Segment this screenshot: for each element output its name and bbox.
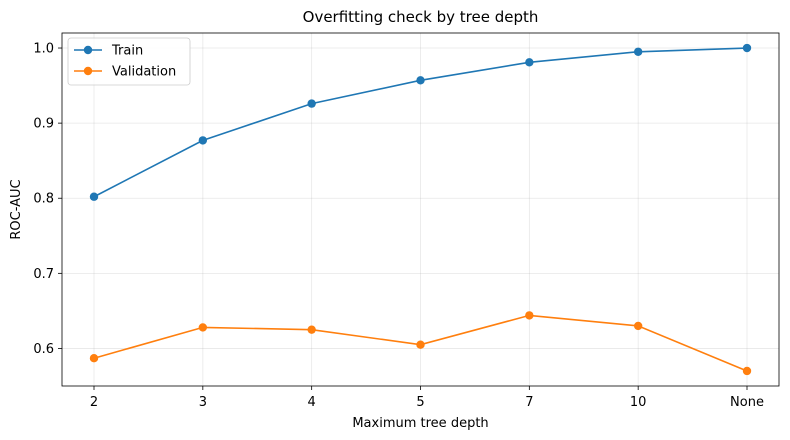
x-tick-label: None bbox=[730, 395, 764, 410]
x-tick-label: 7 bbox=[525, 395, 533, 410]
series-validation-point bbox=[633, 321, 643, 331]
series-train-point bbox=[307, 99, 316, 108]
series-validation-point bbox=[89, 354, 99, 363]
legend-train-marker bbox=[83, 45, 93, 55]
series-train-point bbox=[525, 58, 534, 67]
chart-title: Overfitting check by tree depth bbox=[303, 8, 539, 26]
series-train bbox=[89, 43, 752, 201]
series-validation-point bbox=[742, 366, 752, 376]
grid bbox=[62, 33, 779, 386]
y-tick-label: 0.8 bbox=[33, 192, 54, 207]
x-tick-label: 2 bbox=[90, 395, 98, 410]
x-axis-ticks: 2 3 4 5 7 10 None bbox=[90, 386, 764, 410]
y-tick-label: 0.6 bbox=[33, 342, 54, 357]
y-axis-label: ROC-AUC bbox=[9, 179, 24, 239]
legend-item-train: Train bbox=[74, 44, 143, 59]
y-tick-label: 1.0 bbox=[33, 42, 54, 57]
legend-validation-marker bbox=[83, 66, 93, 76]
x-tick-label: 10 bbox=[630, 395, 647, 410]
x-tick-label: 4 bbox=[308, 395, 316, 410]
series-train-point bbox=[416, 76, 425, 85]
legend-validation-label: Validation bbox=[112, 65, 176, 80]
series-train-point bbox=[198, 136, 208, 145]
series-train-point bbox=[742, 43, 752, 53]
series-train-point bbox=[633, 47, 643, 56]
series-validation-point bbox=[416, 340, 425, 349]
series-validation-point bbox=[307, 325, 316, 334]
y-tick-label: 0.9 bbox=[33, 117, 54, 132]
series-validation bbox=[89, 311, 752, 376]
y-axis-ticks: 0.6 0.7 0.8 0.9 1.0 bbox=[33, 42, 62, 357]
legend-item-validation: Validation bbox=[74, 65, 176, 80]
y-tick-label: 0.7 bbox=[33, 267, 54, 282]
x-axis-label: Maximum tree depth bbox=[352, 416, 488, 431]
x-tick-label: 3 bbox=[199, 395, 207, 410]
legend-train-label: Train bbox=[111, 44, 143, 59]
series-train-point bbox=[89, 192, 99, 201]
legend: Train Validation bbox=[67, 37, 191, 86]
series-validation-point bbox=[198, 323, 208, 332]
x-tick-label: 5 bbox=[416, 395, 424, 410]
series-validation-point bbox=[525, 311, 534, 320]
series-layer bbox=[89, 43, 752, 376]
